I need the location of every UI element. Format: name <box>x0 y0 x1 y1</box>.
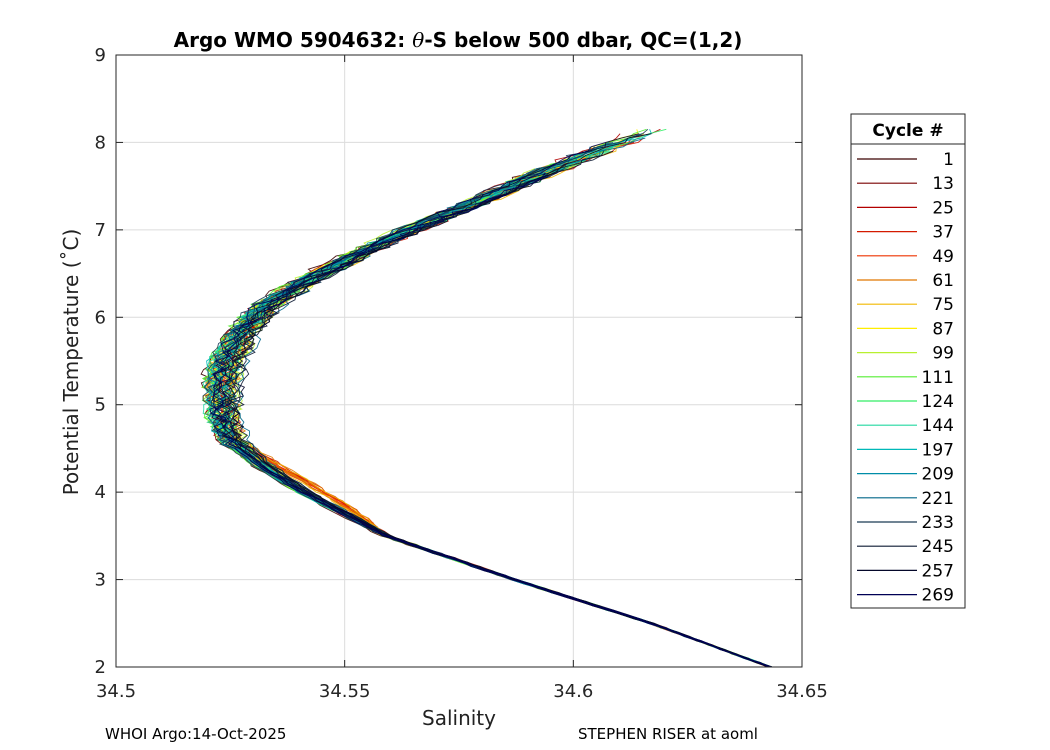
legend-label: 49 <box>932 247 954 267</box>
legend-label: 75 <box>932 295 954 315</box>
legend-label: 61 <box>932 271 954 291</box>
tick-labels: 34.5 34.55 34.6 34.65 2 3 4 5 6 7 8 9 <box>95 45 828 702</box>
y-tick-label: 8 <box>95 132 106 153</box>
legend-label: 25 <box>932 198 954 218</box>
legend-label: 111 <box>922 368 954 388</box>
footer-author: STEPHEN RISER at aoml <box>578 725 758 743</box>
legend-label: 221 <box>922 489 954 509</box>
y-tick-label: 7 <box>95 220 106 241</box>
legend-label: 37 <box>932 223 954 243</box>
y-tick-label: 2 <box>95 657 106 678</box>
x-tick-label: 34.55 <box>319 681 371 702</box>
y-tick-label: 5 <box>95 395 106 416</box>
chart-title: Argo WMO 5904632: θ-S below 500 dbar, QC… <box>174 28 743 52</box>
axes <box>115 54 803 668</box>
footer-date: WHOI Argo:14-Oct-2025 <box>105 725 287 743</box>
profile-line <box>215 172 768 668</box>
x-tick-label: 34.5 <box>96 681 136 702</box>
legend-label: 87 <box>932 319 954 339</box>
legend-label: 124 <box>922 392 954 412</box>
title-prefix: Argo WMO 5904632: <box>174 28 413 52</box>
title-suffix: -S below 500 dbar, QC=(1,2) <box>424 28 742 52</box>
legend: Cycle #1 13 25 37 49 61 75 87 99 111 124 144 197 209 2… <box>850 113 966 609</box>
y-tick-label: 4 <box>95 482 106 503</box>
legend-label: 99 <box>932 344 954 364</box>
legend-label: 269 <box>922 586 954 606</box>
axes-box <box>115 54 803 668</box>
legend-label: 209 <box>922 465 954 485</box>
profile-lines <box>200 128 773 668</box>
y-axis-label: Potential Temperature (˚C) <box>59 229 83 496</box>
legend-label: 144 <box>922 416 954 436</box>
title-theta: θ <box>412 28 424 52</box>
y-tick-label: 3 <box>95 570 106 591</box>
legend-label: 13 <box>932 174 954 194</box>
grid-lines <box>116 55 802 667</box>
legend-label: 1 <box>943 150 954 170</box>
y-tick-label: 6 <box>95 307 106 328</box>
legend-label: 233 <box>922 513 954 533</box>
legend-label: 197 <box>922 440 954 460</box>
legend-title: Cycle # <box>872 121 943 141</box>
profile-line <box>211 141 773 668</box>
x-tick-label: 34.65 <box>776 681 828 702</box>
x-axis-label: Salinity <box>422 706 496 730</box>
legend-label: 257 <box>922 561 954 581</box>
legend-label: 245 <box>922 537 954 557</box>
legend-box <box>850 113 966 609</box>
x-tick-label: 34.6 <box>553 681 593 702</box>
y-tick-label: 9 <box>95 45 106 66</box>
